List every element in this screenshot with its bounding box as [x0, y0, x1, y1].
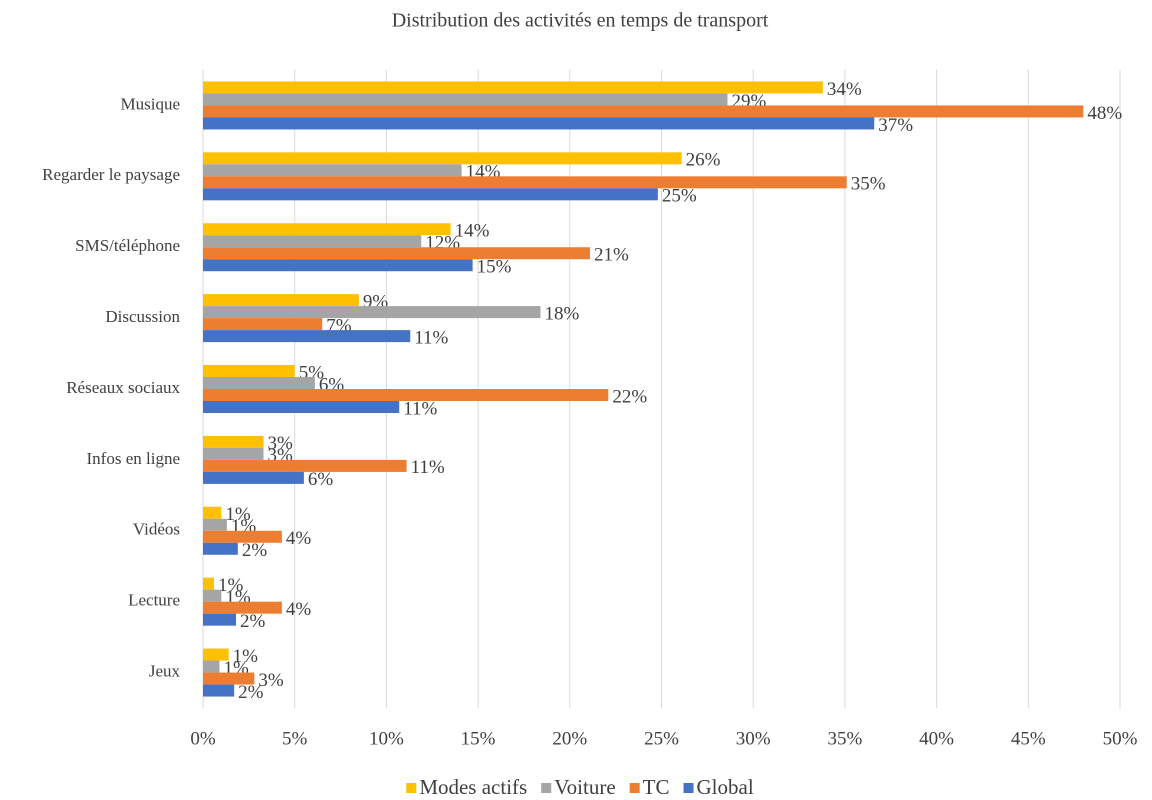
data-label: 4%	[286, 528, 312, 549]
legend-swatch	[683, 783, 694, 793]
bar	[203, 318, 323, 331]
bar	[203, 176, 847, 189]
bar	[203, 660, 220, 673]
data-label: 18%	[544, 303, 579, 324]
bar	[203, 435, 264, 448]
data-label: 11%	[411, 457, 445, 478]
bar	[203, 459, 407, 472]
bar	[203, 81, 823, 94]
data-label: 1%	[225, 504, 251, 525]
data-label: 2%	[242, 540, 268, 561]
y-tick-label: SMS/téléphone	[75, 236, 180, 255]
x-tick-label: 30%	[736, 728, 771, 749]
bar	[203, 235, 422, 248]
bar	[203, 648, 229, 661]
y-tick-label: Lecture	[128, 591, 180, 610]
data-label: 37%	[878, 115, 913, 136]
x-tick-label: 0%	[190, 728, 216, 749]
bar	[203, 401, 400, 413]
bar	[203, 530, 282, 543]
legend-swatch	[406, 783, 417, 793]
data-label: 34%	[827, 79, 862, 100]
bar	[203, 365, 295, 377]
bar	[203, 518, 227, 531]
bar	[203, 447, 264, 460]
x-tick-label: 10%	[369, 728, 404, 749]
data-label: 22%	[612, 386, 647, 407]
data-label: 4%	[286, 599, 312, 620]
bar	[203, 377, 315, 389]
bar	[203, 306, 541, 319]
y-tick-label: Musique	[121, 94, 181, 113]
bar	[203, 117, 875, 130]
x-tick-label: 35%	[827, 728, 862, 749]
data-label: 3%	[258, 670, 284, 691]
data-label: 15%	[477, 257, 512, 278]
bar	[203, 506, 222, 519]
bar	[203, 259, 473, 272]
y-tick-label: Réseaux sociaux	[66, 378, 180, 397]
x-tick-label: 15%	[461, 728, 496, 749]
data-label: 2%	[240, 611, 266, 632]
legend-label: Modes actifs	[419, 775, 527, 799]
data-label: 3%	[268, 433, 294, 454]
legend-label: Voiture	[554, 775, 615, 799]
legend-swatch	[541, 783, 552, 793]
bar	[203, 542, 238, 555]
bar	[203, 672, 255, 685]
data-label: 14%	[455, 221, 490, 242]
bar	[203, 93, 728, 106]
bar	[203, 223, 451, 236]
data-label: 2%	[238, 682, 263, 703]
bar	[203, 330, 411, 343]
bar	[203, 577, 215, 590]
bar	[203, 164, 462, 177]
bar	[203, 589, 222, 602]
x-tick-label: 45%	[1011, 728, 1046, 749]
legend-label: Global	[697, 775, 754, 799]
x-tick-label: 5%	[282, 728, 308, 749]
data-label: 1%	[218, 575, 244, 596]
data-label: 6%	[308, 469, 334, 490]
data-label: 21%	[594, 245, 629, 266]
bar	[203, 188, 658, 201]
y-tick-label: Jeux	[149, 661, 181, 680]
bar	[203, 105, 1084, 118]
bar	[203, 471, 304, 484]
data-label: 48%	[1087, 103, 1122, 124]
x-tick-label: 50%	[1103, 728, 1138, 749]
y-tick-label: Infos en ligne	[87, 449, 180, 468]
y-tick-label: Vidéos	[133, 520, 180, 539]
legend-swatch	[629, 783, 640, 793]
y-tick-label: Discussion	[105, 307, 180, 326]
x-tick-label: 20%	[552, 728, 587, 749]
data-label: 26%	[686, 150, 721, 171]
x-tick-label: 25%	[644, 728, 679, 749]
bar	[203, 389, 609, 401]
bar	[203, 152, 682, 165]
data-label: 35%	[851, 174, 886, 195]
x-tick-label: 40%	[919, 728, 954, 749]
bar	[203, 684, 235, 697]
data-label: 25%	[662, 186, 697, 207]
legend-label: TC	[643, 775, 670, 799]
y-tick-label: Regarder le paysage	[42, 165, 180, 184]
bar	[203, 613, 237, 626]
data-label: 11%	[414, 327, 448, 348]
data-label: 11%	[403, 398, 437, 419]
data-label: 1%	[233, 646, 259, 667]
chart-title: Distribution des activités en temps de t…	[392, 10, 769, 32]
bar	[203, 247, 590, 260]
bar	[203, 601, 282, 614]
bar	[203, 294, 359, 307]
